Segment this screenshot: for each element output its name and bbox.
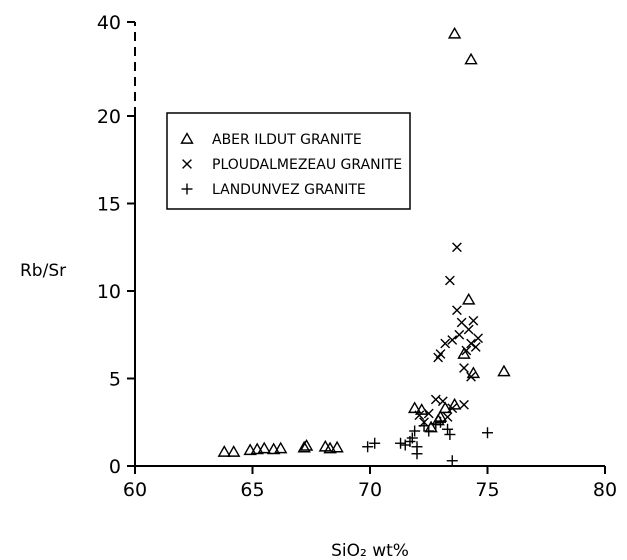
aber-ildut-point: [464, 52, 478, 65]
ploudalmezeau-point: [463, 324, 474, 335]
legend-label-landunvez: LANDUNVEZ GRANITE: [212, 182, 366, 198]
legend: ABER ILDUT GRANITE PLOUDALMEZEAU GRANITE…: [166, 112, 411, 210]
aber-ildut-point: [323, 441, 337, 454]
aber-ildut-point: [273, 441, 288, 454]
legend-box: [166, 112, 411, 210]
y-tick-label: 5: [109, 369, 121, 391]
aber-ildut-point: [457, 347, 471, 359]
ploudalmezeau-point: [470, 342, 481, 352]
ploudalmezeau-point: [454, 329, 465, 340]
landunvez-point: [369, 437, 381, 449]
aber-ildut-point: [497, 364, 511, 377]
legend-label-ploudalmezeau: PLOUDALMEZEAU GRANITE: [212, 157, 402, 173]
ploudalmezeau-point: [459, 363, 469, 373]
ploudalmezeau-point: [435, 349, 446, 359]
landunvez-point: [482, 427, 493, 439]
ploudalmezeau-point: [452, 305, 462, 316]
landunvez-point: [430, 418, 442, 430]
aber-ildut-point: [266, 442, 281, 455]
x-ticks: 60 65 70 75 80: [123, 466, 617, 501]
aber-ildut-point: [299, 438, 314, 451]
landunvez-point: [406, 432, 418, 444]
aber-ildut-point: [250, 442, 264, 455]
aber-ildut-point: [461, 292, 476, 305]
data-points: [217, 26, 511, 467]
landunvez-point: [362, 441, 374, 453]
landunvez-point: [442, 423, 454, 435]
x-tick-label: 65: [240, 479, 264, 501]
legend-symbol-plus: [181, 183, 193, 195]
ploudalmezeau-point: [447, 335, 458, 345]
aber-ildut-point: [257, 441, 271, 454]
legend-label-aber-ildut: ABER ILDUT GRANITE: [212, 132, 362, 148]
aber-ildut-point: [297, 440, 311, 453]
ploudalmezeau-point: [437, 396, 448, 407]
x-tick-label: 60: [123, 479, 147, 501]
y-ticks: 0 5 10 15 20 40: [97, 12, 135, 478]
aber-ildut-point: [226, 445, 241, 457]
y-tick-label: 40: [97, 12, 121, 34]
ploudalmezeau-point: [452, 242, 462, 253]
x-axis-label: SiO₂ wt%: [331, 541, 409, 560]
landunvez-point: [435, 416, 446, 428]
landunvez-point: [409, 425, 421, 437]
y-tick-label: 0: [109, 456, 121, 478]
landunvez-point: [418, 420, 430, 432]
legend-symbol-x: [182, 159, 192, 169]
y-tick-label: 10: [97, 281, 121, 303]
x-tick-label: 70: [358, 479, 382, 501]
aber-ildut-point: [318, 439, 333, 452]
ploudalmezeau-point: [461, 345, 472, 356]
ploudalmezeau-point: [423, 408, 434, 419]
aber-ildut-point: [438, 401, 452, 414]
landunvez-point: [444, 429, 456, 440]
aber-ildut-point: [466, 366, 481, 379]
ploudalmezeau-point: [473, 333, 483, 344]
ploudalmezeau-point: [442, 412, 453, 422]
y-axis-label: Rb/Sr: [20, 261, 66, 281]
aber-ildut-point: [447, 26, 462, 39]
landunvez-point: [423, 425, 435, 437]
ploudalmezeau-point: [414, 410, 425, 421]
ploudalmezeau-point: [466, 338, 476, 349]
landunvez-point: [395, 437, 407, 449]
y-tick-label: 20: [97, 106, 121, 128]
ploudalmezeau-point: [440, 338, 451, 349]
aber-ildut-point: [217, 445, 232, 457]
aber-ildut-point: [330, 440, 344, 453]
landunvez-point: [411, 448, 423, 460]
aber-ildut-point: [407, 401, 422, 414]
ploudalmezeau-point: [466, 371, 476, 382]
landunvez-point: [446, 455, 458, 467]
aber-ildut-point: [243, 443, 257, 456]
x-tick-label: 75: [475, 479, 499, 501]
ploudalmezeau-point: [459, 399, 469, 410]
ploudalmezeau-point: [447, 403, 458, 414]
aber-ildut-point: [447, 397, 462, 410]
ploudalmezeau-point: [468, 315, 479, 326]
axes: [134, 22, 605, 467]
ploudalmezeau-point: [445, 275, 455, 286]
x-tick-label: 80: [593, 479, 617, 501]
legend-symbol-triangle: [180, 132, 194, 144]
y-tick-label: 15: [97, 194, 121, 216]
